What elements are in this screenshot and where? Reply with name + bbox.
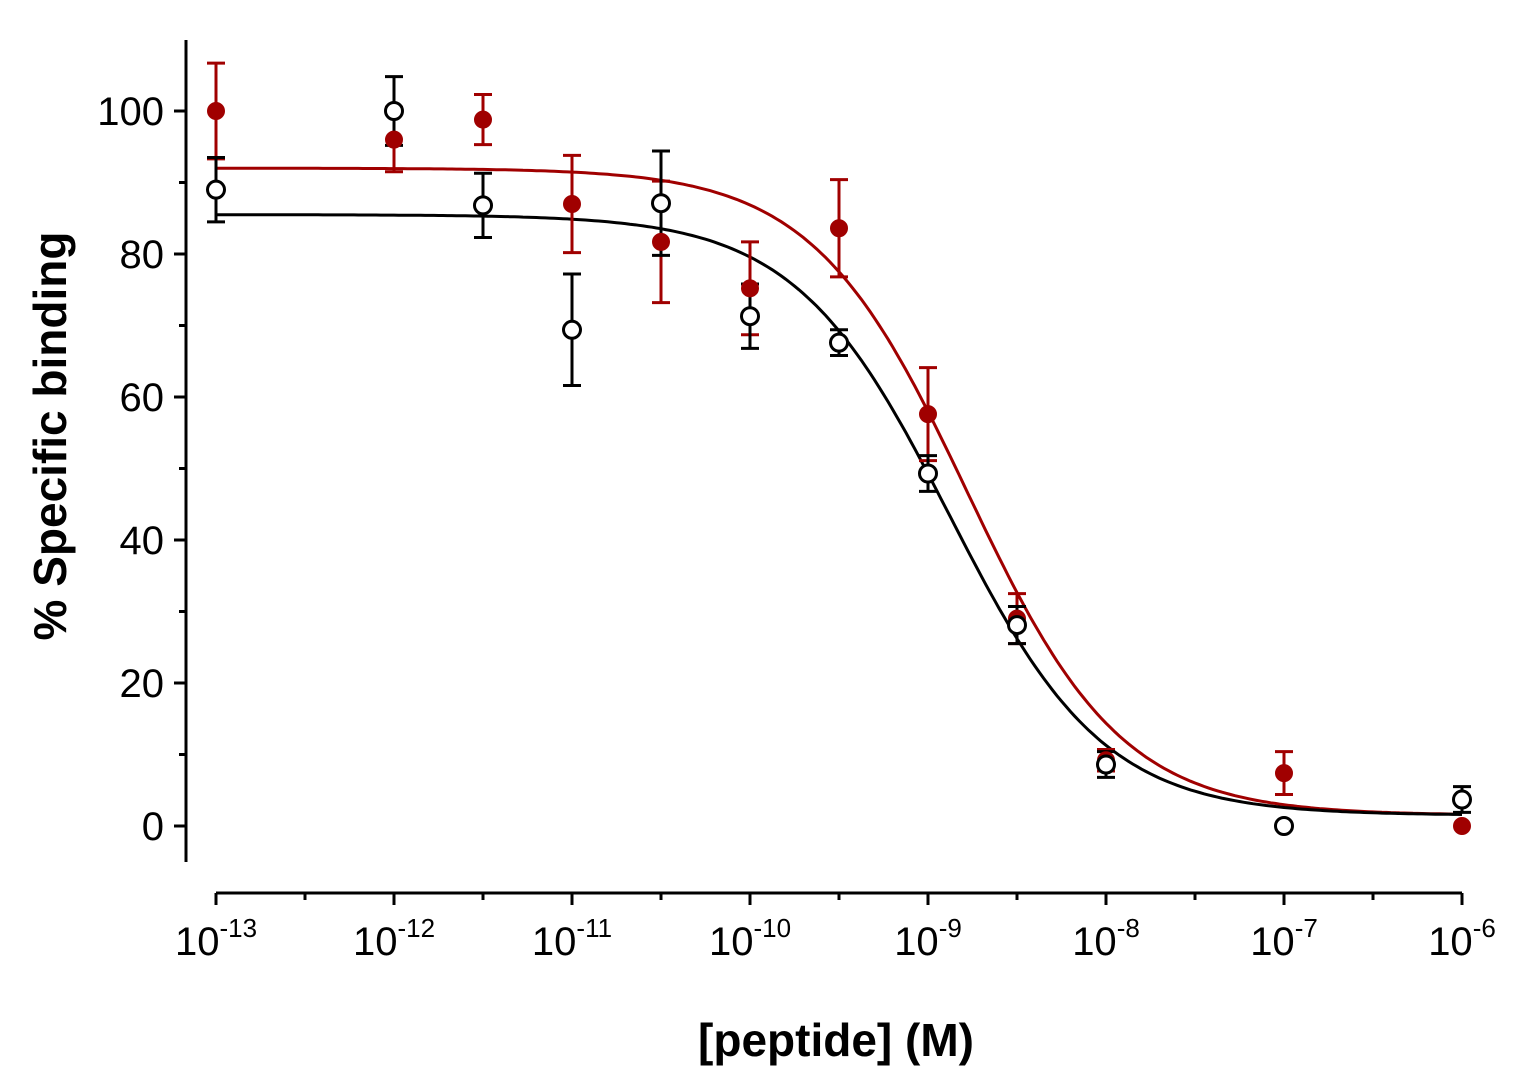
x-tick-label: 10-8 bbox=[1072, 913, 1140, 964]
x-tick-label: 10-13 bbox=[175, 913, 257, 964]
point-filled-red bbox=[1275, 764, 1293, 783]
x-tick-label: 10-10 bbox=[709, 913, 791, 964]
point-filled-red bbox=[385, 130, 403, 149]
point-open-black bbox=[1096, 754, 1116, 775]
point-filled-red bbox=[563, 194, 581, 213]
point-filled-red bbox=[741, 279, 759, 298]
point-filled-red bbox=[474, 110, 492, 129]
point-filled-red bbox=[919, 405, 937, 424]
point-open-black bbox=[1452, 789, 1472, 810]
point-filled-red bbox=[652, 232, 670, 251]
point-open-black bbox=[918, 463, 938, 484]
point-open-black bbox=[829, 332, 849, 353]
point-open-black bbox=[384, 101, 404, 121]
point-open-black bbox=[651, 193, 671, 214]
x-tick-label: 10-12 bbox=[353, 913, 435, 964]
error-bars bbox=[207, 61, 1471, 814]
y-axis-title: % Specific binding bbox=[24, 232, 76, 641]
x-tick-label: 10-6 bbox=[1428, 913, 1496, 964]
y-tick-label: 60 bbox=[120, 376, 165, 420]
point-open-black bbox=[473, 195, 493, 216]
y-tick-label: 80 bbox=[120, 233, 165, 277]
point-open-black bbox=[1007, 615, 1027, 636]
x-tick-label: 10-11 bbox=[532, 913, 612, 964]
point-filled-red bbox=[830, 219, 848, 238]
y-tick-label: 40 bbox=[120, 519, 165, 563]
point-open-black bbox=[206, 179, 226, 200]
y-tick-label: 0 bbox=[142, 805, 164, 849]
x-axis-title: [peptide] (M) bbox=[698, 1014, 974, 1066]
point-open-black bbox=[562, 319, 582, 340]
point-filled-red bbox=[207, 102, 225, 120]
y-ticks: 0 20 40 60 80 100 bbox=[97, 90, 186, 849]
point-open-black bbox=[1274, 816, 1294, 836]
point-open-black bbox=[740, 306, 760, 327]
fit-curve-open-black bbox=[216, 213, 1463, 816]
x-ticks: 10-13 10-12 10-11 10-10 10-9 10-8 10-7 10-6 bbox=[175, 893, 1496, 964]
x-tick-label: 10-7 bbox=[1250, 913, 1318, 964]
data-points bbox=[206, 101, 1472, 836]
point-filled-red bbox=[1453, 817, 1471, 835]
y-tick-label: 20 bbox=[120, 662, 165, 706]
y-tick-label: 100 bbox=[97, 90, 164, 134]
x-tick-label: 10-9 bbox=[894, 913, 962, 964]
